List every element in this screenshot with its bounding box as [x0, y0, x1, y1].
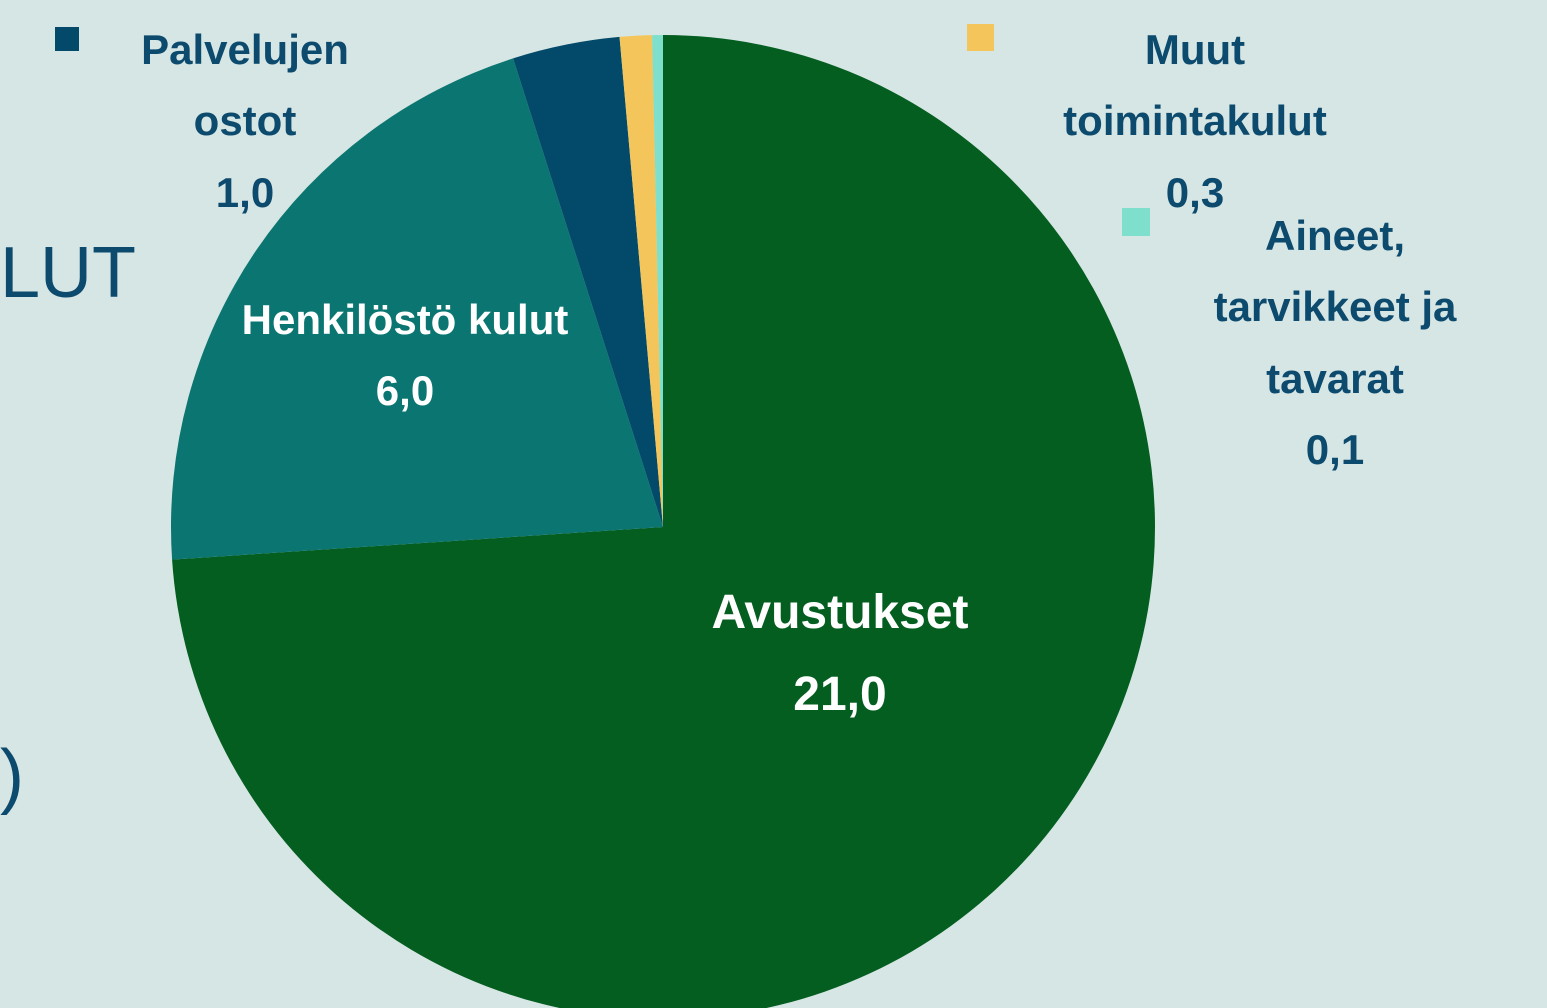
legend-swatch	[967, 24, 994, 51]
slice-label: Henkilöstö kulut 6,0	[230, 284, 580, 427]
slice-label: Aineet, tarvikkeet ja tavarat 0,1	[1165, 200, 1505, 486]
pie-slice	[652, 35, 663, 527]
side-text: LUT	[0, 233, 137, 313]
legend-swatch	[1122, 208, 1150, 236]
slice-label: Muut toimintakulut 0,3	[1010, 14, 1380, 228]
side-text: )	[0, 736, 24, 816]
legend-swatch	[55, 27, 79, 51]
pie-slice	[513, 36, 663, 527]
pie-slice	[170, 58, 663, 560]
category-label: Palvelujen ostot	[141, 26, 349, 145]
pie-slice	[172, 35, 1155, 1008]
value-label: 0,1	[1305, 426, 1365, 474]
category-label: Muut toimintakulut	[1063, 26, 1327, 145]
category-label: Aineet, tarvikkeet ja tavarat	[1213, 212, 1457, 402]
category-label: Avustukset	[711, 586, 969, 639]
value-label: 0,3	[1165, 168, 1225, 216]
pie-slice	[619, 35, 663, 528]
value-label: 1,0	[215, 168, 275, 216]
value-label: 6,0	[375, 367, 435, 415]
slice-label: Avustukset 21,0	[640, 572, 1040, 735]
value-label: 21,0	[793, 667, 887, 721]
slice-label: Palvelujen ostot 1,0	[110, 14, 380, 228]
category-label: Henkilöstö kulut	[241, 296, 569, 343]
